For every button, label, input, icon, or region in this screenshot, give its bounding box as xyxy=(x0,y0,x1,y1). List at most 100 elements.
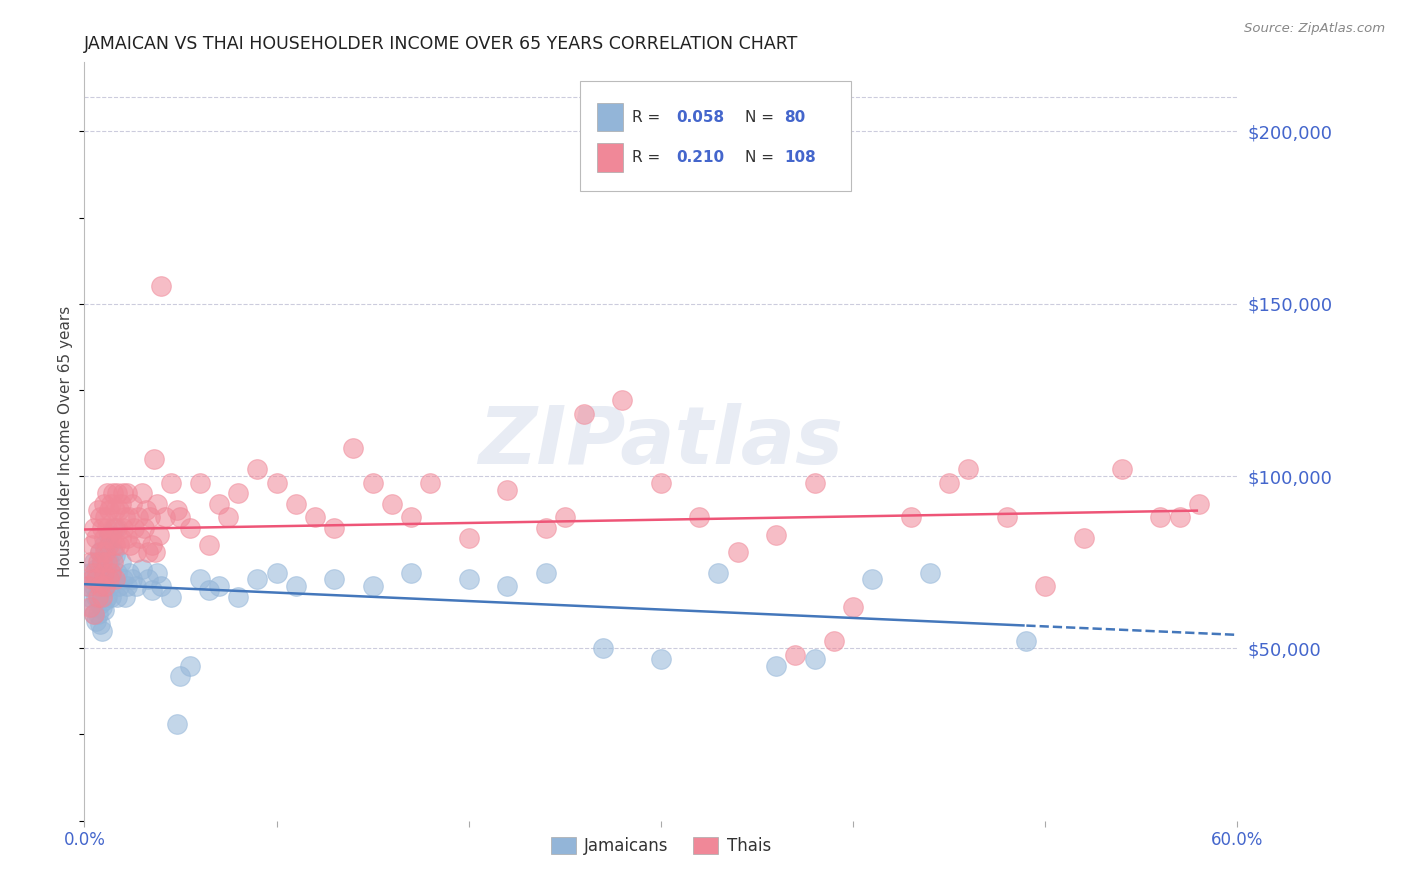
Point xyxy=(110,497,132,511)
Point xyxy=(94,545,117,559)
Point xyxy=(226,590,249,604)
Point xyxy=(104,521,127,535)
Point xyxy=(131,562,153,576)
Point xyxy=(87,586,110,600)
Point xyxy=(80,538,103,552)
Point xyxy=(188,475,211,490)
Point xyxy=(166,717,188,731)
Point xyxy=(98,538,121,552)
Point xyxy=(103,521,124,535)
Point xyxy=(87,566,110,580)
Point xyxy=(84,614,107,628)
Point xyxy=(104,573,127,587)
Point xyxy=(114,590,136,604)
Point xyxy=(554,510,576,524)
Point xyxy=(105,486,128,500)
Point xyxy=(94,573,117,587)
Point xyxy=(98,579,121,593)
Point xyxy=(246,462,269,476)
Point xyxy=(457,573,479,587)
Point xyxy=(89,617,111,632)
Point xyxy=(77,579,100,593)
Y-axis label: Householder Income Over 65 years: Householder Income Over 65 years xyxy=(58,306,73,577)
Point xyxy=(100,566,122,580)
Point xyxy=(534,521,557,535)
Point xyxy=(688,510,710,524)
Point xyxy=(132,521,155,535)
Point xyxy=(104,503,127,517)
Point xyxy=(153,510,176,524)
Point xyxy=(93,531,115,545)
Point xyxy=(169,669,191,683)
Point xyxy=(108,538,131,552)
Point xyxy=(93,562,115,576)
Point xyxy=(90,521,112,535)
Point xyxy=(94,579,117,593)
Point xyxy=(198,538,221,552)
Point xyxy=(108,579,131,593)
Point xyxy=(111,486,134,500)
Point xyxy=(108,503,131,517)
Point xyxy=(381,497,404,511)
Point xyxy=(1111,462,1133,476)
Point xyxy=(84,562,107,576)
Point xyxy=(84,531,107,545)
Point xyxy=(208,579,231,593)
Point xyxy=(103,573,124,587)
Point xyxy=(83,566,105,580)
Point xyxy=(90,579,112,593)
Point xyxy=(110,555,132,569)
Point xyxy=(1033,579,1056,593)
Point xyxy=(145,545,167,559)
Point xyxy=(105,566,128,580)
Point xyxy=(399,566,422,580)
Point xyxy=(284,497,307,511)
Point xyxy=(83,555,105,569)
Point xyxy=(93,603,115,617)
Point xyxy=(842,599,865,614)
Point xyxy=(79,590,101,604)
Text: 0.058: 0.058 xyxy=(676,110,724,125)
Point xyxy=(995,510,1018,524)
Point xyxy=(148,527,170,541)
Point xyxy=(114,510,136,524)
Point xyxy=(90,624,112,639)
Point xyxy=(127,510,149,524)
Point xyxy=(918,566,941,580)
Point xyxy=(115,579,138,593)
Point xyxy=(93,582,115,597)
Point xyxy=(361,475,384,490)
Point xyxy=(104,548,127,563)
Point xyxy=(188,573,211,587)
Point xyxy=(87,503,110,517)
Point xyxy=(323,573,346,587)
Point xyxy=(79,599,101,614)
Point xyxy=(323,521,346,535)
Point xyxy=(1188,497,1211,511)
Point xyxy=(96,555,118,569)
Point xyxy=(84,573,107,587)
Point xyxy=(1015,634,1038,648)
Point xyxy=(83,607,105,621)
Point xyxy=(266,566,288,580)
Point xyxy=(150,279,173,293)
Point xyxy=(138,510,160,524)
Point xyxy=(727,545,749,559)
Point xyxy=(938,475,960,490)
Text: N =: N = xyxy=(745,110,779,125)
Point xyxy=(612,393,634,408)
Point xyxy=(707,566,730,580)
Point xyxy=(399,510,422,524)
Point xyxy=(89,597,111,611)
Point xyxy=(1149,510,1171,524)
Point xyxy=(96,566,118,580)
Point xyxy=(115,486,138,500)
Point xyxy=(103,545,124,559)
Point xyxy=(136,573,159,587)
Point xyxy=(957,462,980,476)
Point xyxy=(208,497,231,511)
Point xyxy=(785,648,807,663)
Point xyxy=(93,566,115,580)
Legend: Jamaicans, Thais: Jamaicans, Thais xyxy=(544,830,778,862)
Point xyxy=(765,527,787,541)
